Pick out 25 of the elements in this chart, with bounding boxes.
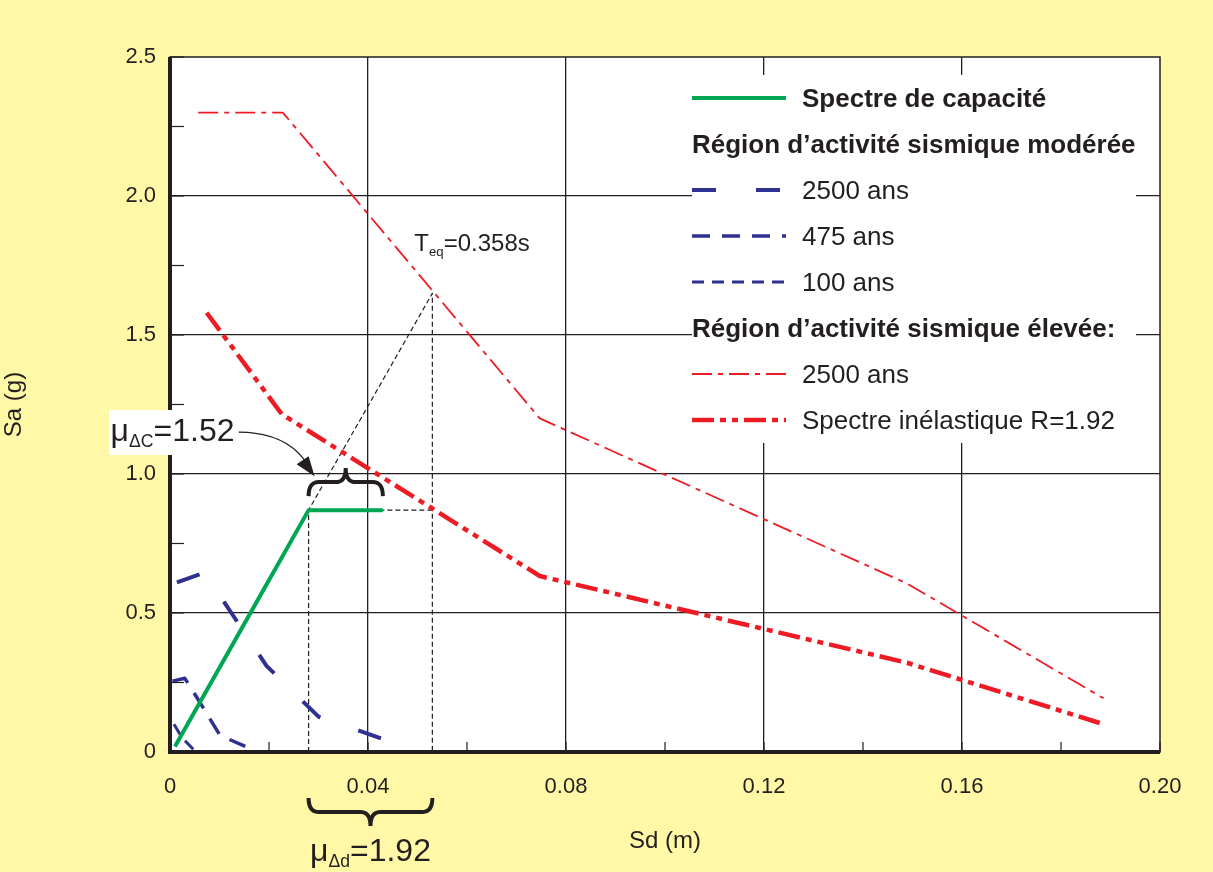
x-tick-label: 0 bbox=[163, 773, 177, 799]
legend-label: 100 ans bbox=[802, 266, 895, 298]
legend-label: Spectre de capacité bbox=[802, 82, 1047, 114]
x-axis-title: Sd (m) bbox=[629, 826, 701, 854]
x-tick-label: 0.04 bbox=[346, 773, 390, 799]
x-tick-label: 0.12 bbox=[742, 773, 786, 799]
legend-label: 475 ans bbox=[802, 220, 895, 252]
y-tick-label: 0 bbox=[143, 738, 156, 764]
y-tick-label: 1.5 bbox=[125, 321, 156, 347]
y-tick-label: 1.0 bbox=[125, 460, 156, 486]
annotation: T$_{eq}$=0.358s bbox=[414, 229, 530, 259]
annotation: μ$_{ΔC}$=1.52 bbox=[108, 410, 237, 455]
y-tick-label: 2.0 bbox=[125, 182, 156, 208]
y-axis-title: Sa (g) bbox=[0, 371, 27, 438]
legend-label: 2500 ans bbox=[802, 174, 909, 206]
x-tick-label: 0.16 bbox=[940, 773, 984, 799]
annotation: Région d’activité sismique modérée bbox=[692, 127, 1136, 161]
legend-label: 2500 ans bbox=[802, 358, 909, 390]
y-tick-label: 2.5 bbox=[125, 43, 156, 69]
annotation: Région d’activité sismique élevée: bbox=[692, 311, 1117, 345]
x-tick-label: 0.08 bbox=[544, 773, 588, 799]
legend-label: Spectre inélastique R=1.92 bbox=[802, 404, 1115, 436]
x-tick-label: 0.20 bbox=[1138, 773, 1182, 799]
text: μ$_{Δd}$=1.92 bbox=[309, 832, 431, 872]
y-tick-label: 0.5 bbox=[125, 599, 156, 625]
